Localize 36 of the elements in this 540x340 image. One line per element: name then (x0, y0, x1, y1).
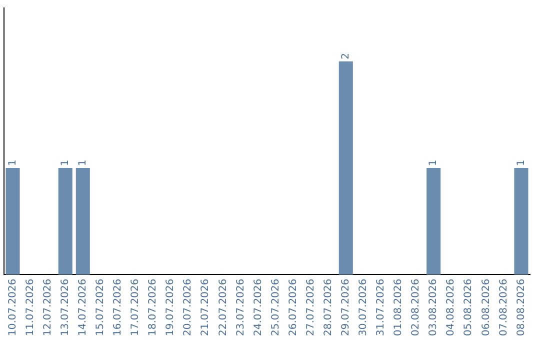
x-tick-label: 19.07.2026 (165, 278, 176, 336)
x-tick-label: 01.08.2026 (393, 278, 404, 336)
x-tick-label: 29.07.2026 (340, 278, 352, 336)
data-label: 1 (77, 160, 88, 166)
x-tick-label: 17.07.2026 (130, 278, 142, 336)
x-tick-label: 28.07.2026 (322, 278, 334, 336)
x-tick-label: 06.08.2026 (480, 278, 492, 336)
x-tick-label: 12.07.2026 (42, 278, 54, 336)
x-tick-label: 20.07.2026 (182, 278, 194, 336)
x-tick-label: 16.07.2026 (112, 278, 124, 336)
data-label: 1 (60, 160, 71, 166)
x-tick-label: 08.08.2026 (516, 278, 527, 336)
x-tick-label: 27.07.2026 (305, 278, 316, 336)
data-label: 1 (428, 160, 440, 166)
x-tick-label: 07.08.2026 (498, 278, 510, 336)
x-tick-label: 18.07.2026 (148, 278, 159, 336)
x-tick-label: 22.07.2026 (218, 278, 229, 336)
x-tick-label: 31.07.2026 (376, 278, 387, 336)
x-tick-label: 10.07.2026 (7, 278, 18, 336)
data-label: 2 (340, 52, 352, 60)
x-tick-label: 04.08.2026 (446, 278, 457, 336)
x-tick-label: 03.08.2026 (428, 278, 440, 336)
x-tick-label: 21.07.2026 (200, 278, 212, 336)
x-tick-label: 25.07.2026 (270, 278, 282, 336)
data-label: 1 (7, 160, 18, 166)
x-tick-label: 13.07.2026 (60, 278, 71, 336)
x-tick-label: 14.07.2026 (77, 278, 88, 336)
x-tick-label: 15.07.2026 (95, 278, 106, 336)
x-tick-label: 23.07.2026 (235, 278, 246, 336)
x-tick-label: 30.07.2026 (358, 278, 370, 336)
x-tick-label: 24.07.2026 (252, 278, 264, 336)
data-label: 1 (516, 160, 527, 166)
x-tick-label: 02.08.2026 (410, 278, 422, 336)
x-tick-label: 26.07.2026 (288, 278, 299, 336)
x-tick-label: 05.08.2026 (463, 278, 474, 336)
x-tick-label: 11.07.2026 (24, 278, 36, 336)
